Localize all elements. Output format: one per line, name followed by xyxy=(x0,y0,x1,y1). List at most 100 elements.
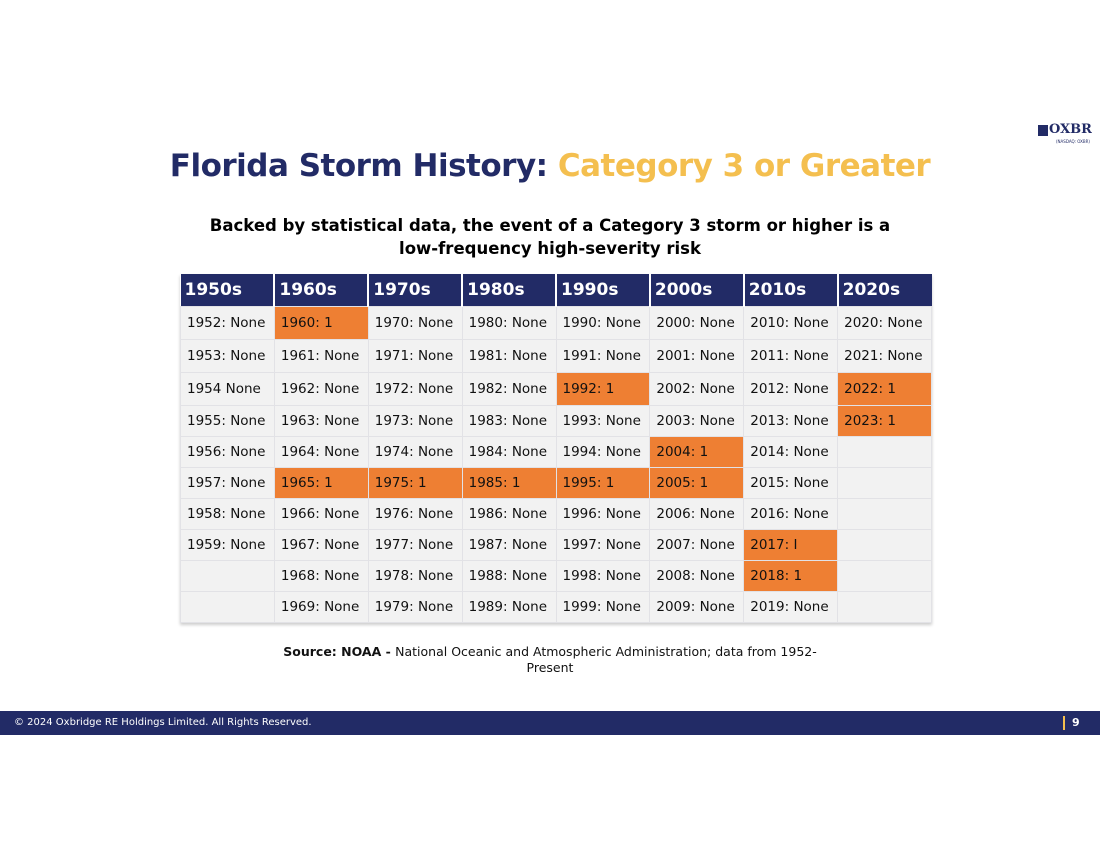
table-cell: 1969: None xyxy=(273,591,369,623)
page-number: 9 xyxy=(1072,716,1080,729)
page-title: Florida Storm History: Category 3 or Gre… xyxy=(0,148,1100,184)
table-cell-storm: 1995: 1 xyxy=(555,467,651,499)
table-cell-storm: 2023: 1 xyxy=(837,405,932,437)
table-cell: 1990: None xyxy=(555,306,651,340)
source-label: Source: NOAA - xyxy=(283,644,396,659)
source-note: Source: NOAA - National Oceanic and Atmo… xyxy=(270,644,830,676)
oxbr-logo: OXBR (NASDAQ: OXBR) xyxy=(1038,122,1094,148)
table-cell: 1973: None xyxy=(367,405,463,437)
title-accent: Category 3 or Greater xyxy=(557,148,931,184)
table-cell xyxy=(837,467,932,499)
table-cell-storm: 2004: 1 xyxy=(649,436,745,468)
table-cell: 2010: None xyxy=(743,306,839,340)
table-cell: 2000: None xyxy=(649,306,745,340)
table-cell-storm: 2022: 1 xyxy=(837,372,932,406)
table-header-row: 1950s 1960s 1970s 1980s 1990s 2000s 2010s 2020s xyxy=(180,274,932,307)
table-cell-storm: 2018: 1 xyxy=(743,560,839,592)
storm-history-table: 1950s 1960s 1970s 1980s 1990s 2000s 2010s 2020s… xyxy=(180,274,932,623)
table-cell-storm: 1985: 1 xyxy=(461,467,557,499)
table-cell: 2003: None xyxy=(649,405,745,437)
table-cell: 2007: None xyxy=(649,529,745,561)
table-cell: 1991: None xyxy=(555,339,651,373)
column-header: 1960s xyxy=(273,274,369,307)
table-cell-storm: 2005: 1 xyxy=(649,467,745,499)
table-row: 1969: None 1979: None 1989: None 1999: None… xyxy=(180,591,932,623)
table-cell: 1984: None xyxy=(461,436,557,468)
table-cell: 1958: None xyxy=(180,498,275,530)
table-cell xyxy=(180,591,275,623)
table-cell: 1978: None xyxy=(367,560,463,592)
table-row: 1955: None 1963: None 1973: None 1983: None… xyxy=(180,405,932,437)
column-header: 2010s xyxy=(742,274,838,307)
table-cell xyxy=(837,498,932,530)
table-cell: 2008: None xyxy=(649,560,745,592)
table-row: 1954 None 1962: None 1972: None 1982: None 1… xyxy=(180,372,932,406)
title-main: Florida Storm History: xyxy=(169,148,558,184)
table-cell: 1963: None xyxy=(273,405,369,437)
table-cell: 1955: None xyxy=(180,405,275,437)
table-cell-storm: 2017: I xyxy=(743,529,839,561)
table-cell: 1957: None xyxy=(180,467,275,499)
table-cell: 1994: None xyxy=(555,436,651,468)
table-cell: 1970: None xyxy=(367,306,463,340)
table-cell: 2001: None xyxy=(649,339,745,373)
table-cell: 2020: None xyxy=(837,306,932,340)
table-cell: 1986: None xyxy=(461,498,557,530)
table-cell: 2019: None xyxy=(743,591,839,623)
table-cell: 1966: None xyxy=(273,498,369,530)
table-cell: 2014: None xyxy=(743,436,839,468)
table-cell: 1981: None xyxy=(461,339,557,373)
table-cell xyxy=(837,436,932,468)
table-cell: 1952: None xyxy=(180,306,275,340)
table-row: 1959: None 1967: None 1977: None 1987: None… xyxy=(180,529,932,561)
table-cell: 2006: None xyxy=(649,498,745,530)
table-cell: 1983: None xyxy=(461,405,557,437)
table-row: 1968: None 1978: None 1988: None 1998: None… xyxy=(180,560,932,592)
table-cell: 1987: None xyxy=(461,529,557,561)
footer-bar: © 2024 Oxbridge RE Holdings Limited. All… xyxy=(0,711,1100,735)
column-header: 1970s xyxy=(367,274,463,307)
table-cell xyxy=(837,591,932,623)
table-cell: 1988: None xyxy=(461,560,557,592)
logo-name: OXBR xyxy=(1049,122,1092,137)
table-cell: 1961: None xyxy=(273,339,369,373)
copyright: © 2024 Oxbridge RE Holdings Limited. All… xyxy=(14,717,312,728)
table-cell: 1996: None xyxy=(555,498,651,530)
table-cell xyxy=(180,560,275,592)
table-cell: 1989: None xyxy=(461,591,557,623)
logo-ticker: (NASDAQ: OXBR) xyxy=(1056,139,1090,144)
table-cell: 1959: None xyxy=(180,529,275,561)
table-cell: 1979: None xyxy=(367,591,463,623)
table-row: 1953: None 1961: None 1971: None 1981: None… xyxy=(180,339,932,373)
table-cell: 1968: None xyxy=(273,560,369,592)
table-row: 1956: None 1964: None 1974: None 1984: None… xyxy=(180,436,932,468)
table-row: 1957: None 1965: 1 1975: 1 1985: 1 1995: 1 20… xyxy=(180,467,932,499)
table-cell: 1998: None xyxy=(555,560,651,592)
table-cell: 1962: None xyxy=(273,372,369,406)
logo-mark-icon xyxy=(1038,125,1048,136)
table-cell: 1971: None xyxy=(367,339,463,373)
table-cell: 1956: None xyxy=(180,436,275,468)
table-cell-storm: 1992: 1 xyxy=(555,372,651,406)
table-cell: 2002: None xyxy=(649,372,745,406)
table-cell-storm: 1975: 1 xyxy=(367,467,463,499)
table-cell: 1972: None xyxy=(367,372,463,406)
table-cell: 1954 None xyxy=(180,372,275,406)
table-cell: 1980: None xyxy=(461,306,557,340)
table-cell: 1976: None xyxy=(367,498,463,530)
table-cell: 2016: None xyxy=(743,498,839,530)
table-row: 1952: None 1960: 1 1970: None 1980: None 199… xyxy=(180,306,932,340)
table-cell: 1977: None xyxy=(367,529,463,561)
table-cell: 1993: None xyxy=(555,405,651,437)
table-cell-storm: 1960: 1 xyxy=(273,306,369,340)
column-header: 2000s xyxy=(648,274,744,307)
source-text: National Oceanic and Atmospheric Adminis… xyxy=(395,644,817,675)
table-cell: 1997: None xyxy=(555,529,651,561)
table-cell: 1967: None xyxy=(273,529,369,561)
column-header: 2020s xyxy=(836,274,932,307)
table-cell xyxy=(837,560,932,592)
column-header: 1980s xyxy=(461,274,556,307)
table-cell: 2015: None xyxy=(743,467,839,499)
column-header: 1950s xyxy=(180,274,275,307)
table-cell: 2011: None xyxy=(743,339,839,373)
